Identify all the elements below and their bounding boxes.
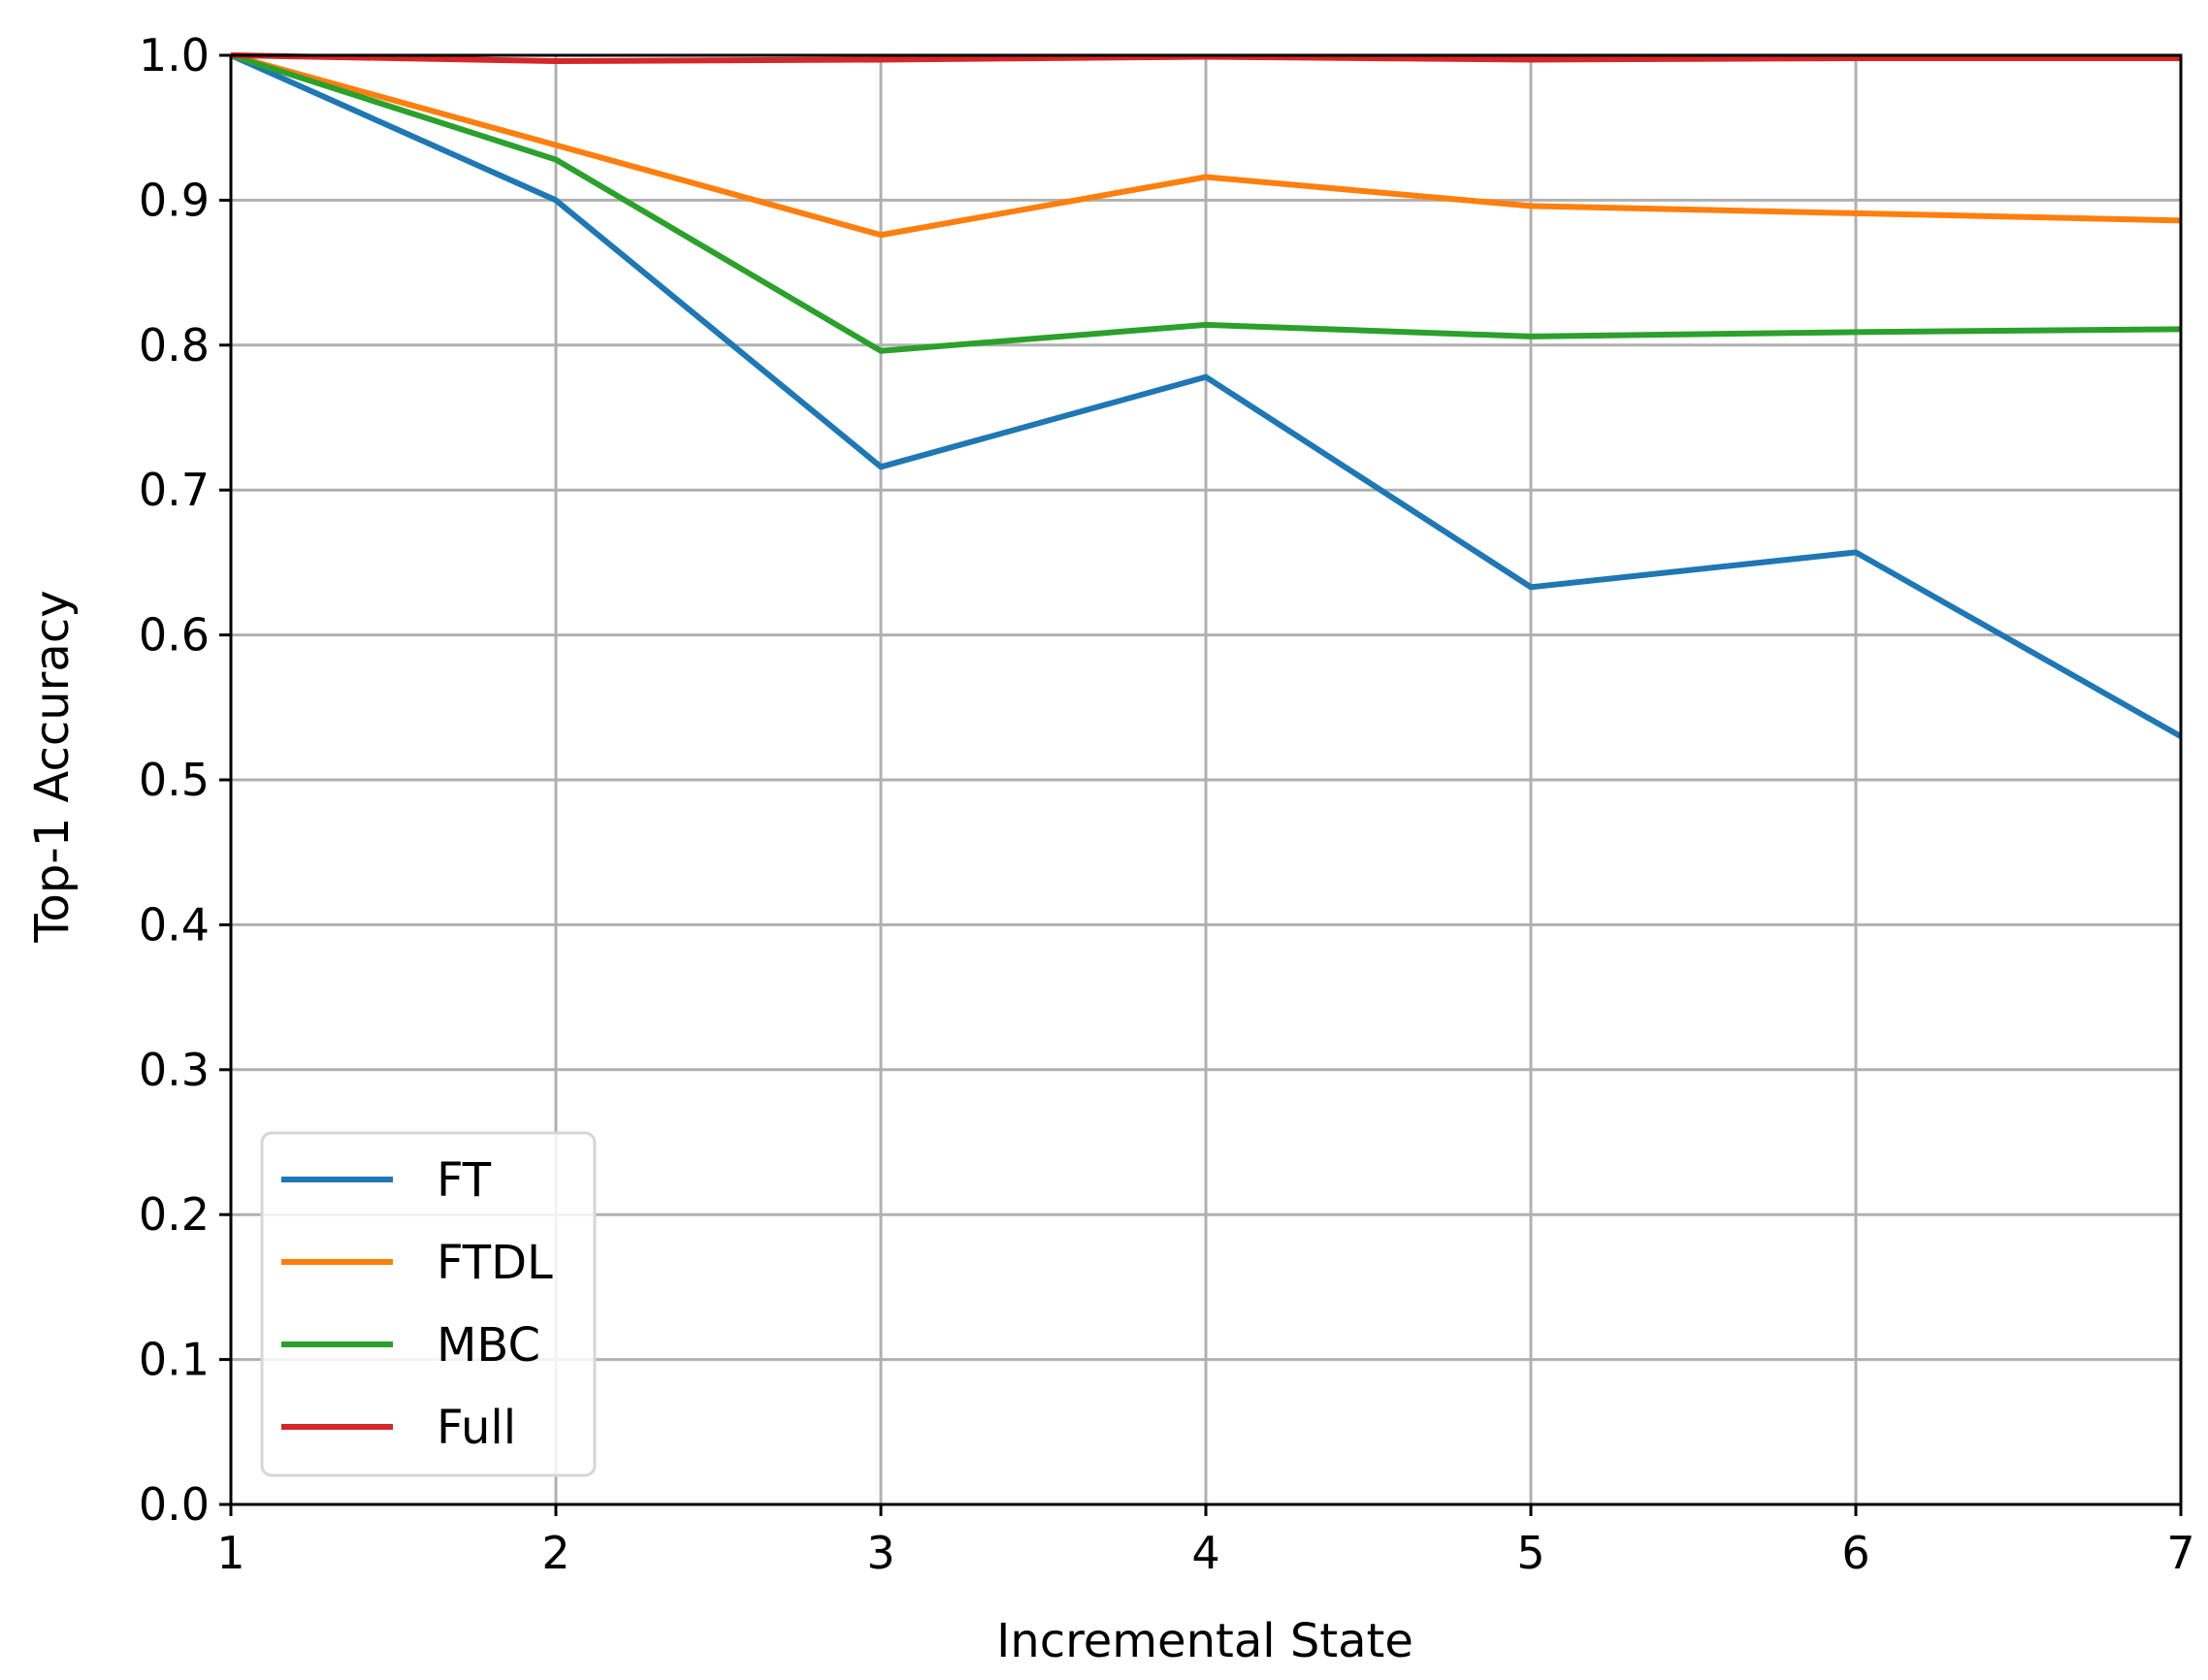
- legend-label-full: Full: [437, 1401, 516, 1455]
- y-tick-label: 0.8: [139, 319, 210, 372]
- x-tick-label: 2: [541, 1527, 569, 1579]
- tick-labels: 1 2 3 4 5 6 7 0.0 0.1 0.2 0.3 0.4 0.5 0.6 0.7 0.8 0.9 1.0: [139, 29, 2195, 1579]
- x-tick-label: 5: [1516, 1527, 1544, 1579]
- x-axis-title: Incremental State: [996, 1614, 1413, 1668]
- x-tick-label: 3: [866, 1527, 894, 1579]
- plot-frame: [229, 53, 2183, 1506]
- x-tick-label: 7: [2166, 1527, 2194, 1579]
- series-line-ftdl: [230, 52, 2182, 239]
- y-tick-label: 0.4: [139, 898, 210, 951]
- y-tick-label: 0.5: [139, 754, 210, 806]
- y-tick-label: 0.7: [139, 464, 210, 516]
- y-tick-label: 0.9: [139, 174, 210, 226]
- series-line-ft: [229, 52, 2183, 739]
- y-tick-label: 1.0: [139, 29, 210, 81]
- y-tick-label: 0.2: [139, 1188, 210, 1241]
- legend-box: [260, 1131, 597, 1477]
- x-tick-label: 4: [1191, 1527, 1219, 1579]
- legend-label-mbc: MBC: [437, 1318, 540, 1373]
- x-tick-label: 1: [216, 1527, 244, 1579]
- axes: [219, 53, 2183, 1516]
- y-axis-title: Top-1 Accuracy: [25, 590, 80, 943]
- y-tick-label: 0.6: [139, 609, 210, 662]
- series-line-mbc: [230, 52, 2182, 354]
- x-tick-label: 6: [1841, 1527, 1869, 1579]
- legend-label-ft: FT: [437, 1153, 492, 1208]
- legend-label-ftdl: FTDL: [437, 1236, 553, 1290]
- y-tick-label: 0.3: [139, 1044, 210, 1096]
- y-tick-label: 0.1: [139, 1334, 210, 1386]
- y-tick-label: 0.0: [139, 1478, 210, 1531]
- legend: FT FTDL MBC Full: [260, 1131, 597, 1477]
